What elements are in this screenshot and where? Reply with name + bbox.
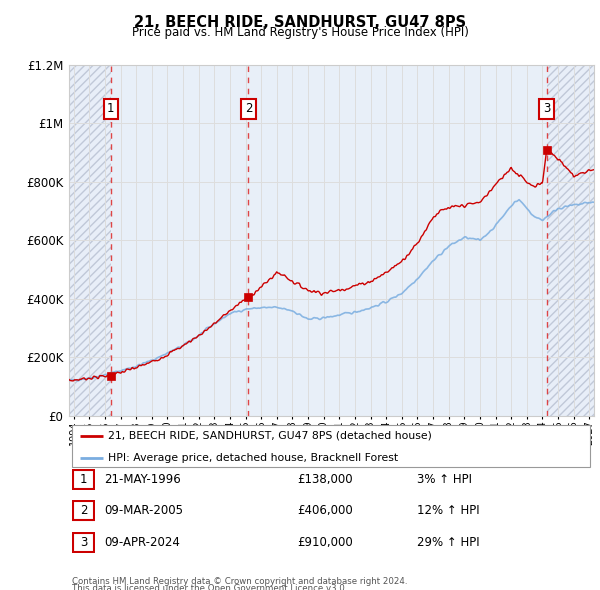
Bar: [69, 65, 111, 416]
Text: This data is licensed under the Open Government Licence v3.0.: This data is licensed under the Open Gov…: [72, 584, 347, 590]
Text: 3% ↑ HPI: 3% ↑ HPI: [417, 473, 472, 486]
Text: HPI: Average price, detached house, Bracknell Forest: HPI: Average price, detached house, Brac…: [109, 453, 398, 463]
Text: 3: 3: [543, 102, 550, 115]
Text: 09-MAR-2005: 09-MAR-2005: [104, 504, 183, 517]
Text: 2: 2: [245, 102, 252, 115]
Text: Price paid vs. HM Land Registry's House Price Index (HPI): Price paid vs. HM Land Registry's House …: [131, 26, 469, 39]
Text: 21, BEECH RIDE, SANDHURST, GU47 8PS (detached house): 21, BEECH RIDE, SANDHURST, GU47 8PS (det…: [109, 431, 432, 441]
Text: 3: 3: [80, 536, 87, 549]
Text: 29% ↑ HPI: 29% ↑ HPI: [417, 536, 479, 549]
Text: 1: 1: [80, 473, 87, 486]
FancyBboxPatch shape: [71, 425, 590, 467]
Text: 21, BEECH RIDE, SANDHURST, GU47 8PS: 21, BEECH RIDE, SANDHURST, GU47 8PS: [134, 15, 466, 30]
Bar: [111, 65, 547, 416]
Text: Contains HM Land Registry data © Crown copyright and database right 2024.: Contains HM Land Registry data © Crown c…: [72, 577, 407, 586]
Text: 21-MAY-1996: 21-MAY-1996: [104, 473, 181, 486]
FancyBboxPatch shape: [73, 502, 94, 520]
Text: 09-APR-2024: 09-APR-2024: [104, 536, 179, 549]
Text: 2: 2: [80, 504, 87, 517]
Text: £910,000: £910,000: [297, 536, 353, 549]
Text: 1: 1: [107, 102, 115, 115]
Bar: [547, 65, 594, 416]
FancyBboxPatch shape: [73, 533, 94, 552]
FancyBboxPatch shape: [73, 470, 94, 489]
Text: £406,000: £406,000: [297, 504, 353, 517]
Text: 12% ↑ HPI: 12% ↑ HPI: [417, 504, 479, 517]
Text: £138,000: £138,000: [297, 473, 353, 486]
